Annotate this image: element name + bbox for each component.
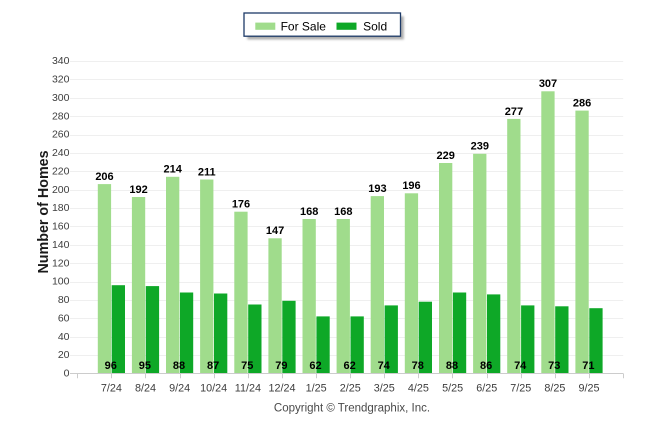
svg-text:168: 168	[300, 206, 318, 218]
svg-text:120: 120	[52, 257, 70, 269]
svg-text:2/25: 2/25	[340, 383, 361, 395]
svg-text:340: 340	[52, 55, 70, 67]
svg-text:280: 280	[52, 110, 70, 122]
svg-text:9/24: 9/24	[169, 383, 190, 395]
svg-text:180: 180	[52, 202, 70, 214]
svg-text:40: 40	[58, 331, 70, 343]
svg-text:260: 260	[52, 129, 70, 141]
svg-text:74: 74	[378, 360, 391, 372]
svg-text:193: 193	[368, 183, 386, 195]
svg-text:Sold: Sold	[363, 19, 387, 33]
svg-text:20: 20	[58, 349, 70, 361]
svg-text:5/25: 5/25	[442, 383, 463, 395]
svg-text:211: 211	[198, 166, 216, 178]
svg-text:286: 286	[573, 98, 591, 110]
svg-text:86: 86	[480, 360, 492, 372]
svg-text:95: 95	[139, 360, 151, 372]
svg-text:12/24: 12/24	[268, 383, 295, 395]
svg-text:8/25: 8/25	[544, 383, 565, 395]
svg-text:147: 147	[266, 225, 284, 237]
svg-text:80: 80	[58, 294, 70, 306]
svg-text:10/24: 10/24	[200, 383, 227, 395]
svg-text:62: 62	[309, 360, 321, 372]
svg-text:206: 206	[95, 171, 113, 183]
svg-text:192: 192	[129, 184, 147, 196]
svg-text:88: 88	[173, 360, 185, 372]
svg-text:239: 239	[471, 141, 489, 153]
svg-text:79: 79	[275, 360, 287, 372]
svg-text:140: 140	[52, 239, 70, 251]
svg-text:200: 200	[52, 184, 70, 196]
svg-text:71: 71	[582, 360, 594, 372]
svg-text:214: 214	[164, 164, 183, 176]
svg-text:62: 62	[343, 360, 355, 372]
svg-text:100: 100	[52, 276, 70, 288]
svg-text:176: 176	[232, 199, 250, 211]
svg-text:220: 220	[52, 166, 70, 178]
svg-text:7/25: 7/25	[510, 383, 531, 395]
svg-text:96: 96	[105, 360, 117, 372]
svg-text:74: 74	[514, 360, 527, 372]
svg-text:6/25: 6/25	[476, 383, 497, 395]
svg-text:3/25: 3/25	[374, 383, 395, 395]
svg-text:4/25: 4/25	[408, 383, 429, 395]
svg-text:0: 0	[64, 368, 70, 380]
svg-text:307: 307	[539, 78, 557, 90]
svg-text:277: 277	[505, 106, 523, 118]
svg-text:88: 88	[446, 360, 458, 372]
svg-text:Copyright © Trendgraphix, Inc.: Copyright © Trendgraphix, Inc.	[274, 403, 430, 415]
svg-text:11/24: 11/24	[235, 383, 261, 395]
svg-text:9/25: 9/25	[578, 383, 599, 395]
svg-text:7/24: 7/24	[101, 383, 122, 395]
svg-text:Number of Homes: Number of Homes	[36, 150, 52, 273]
svg-text:240: 240	[52, 147, 70, 159]
svg-text:78: 78	[412, 360, 424, 372]
svg-text:168: 168	[334, 206, 352, 218]
svg-text:229: 229	[437, 150, 455, 162]
svg-text:8/24: 8/24	[135, 383, 156, 395]
svg-text:1/25: 1/25	[306, 383, 327, 395]
svg-text:73: 73	[548, 360, 560, 372]
svg-text:300: 300	[52, 92, 70, 104]
svg-text:196: 196	[402, 180, 420, 192]
svg-text:87: 87	[207, 360, 219, 372]
svg-text:320: 320	[52, 74, 70, 86]
svg-text:160: 160	[52, 221, 70, 233]
svg-text:75: 75	[241, 360, 253, 372]
svg-text:For Sale: For Sale	[281, 19, 327, 33]
svg-text:60: 60	[58, 313, 70, 325]
